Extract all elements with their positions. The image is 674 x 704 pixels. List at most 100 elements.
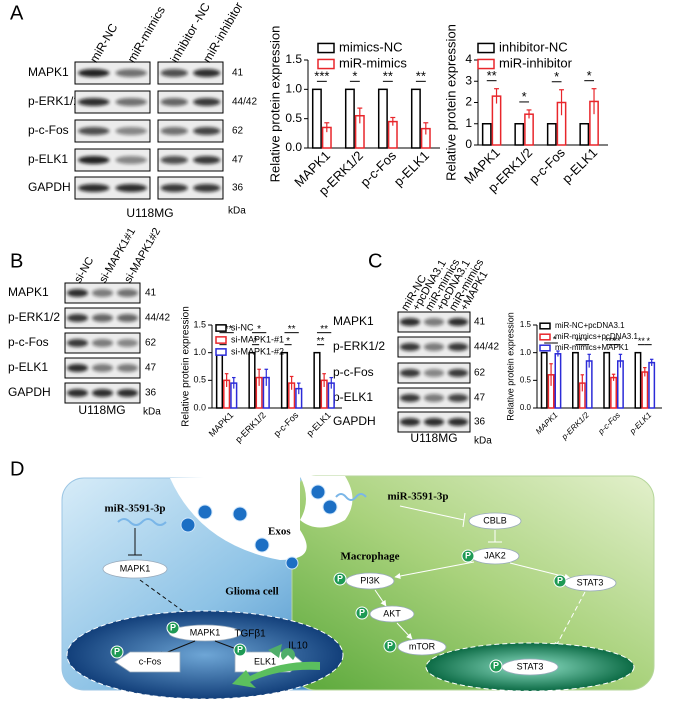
y-tick-label: 0: [465, 137, 472, 151]
y-tick-label: 1.5: [193, 319, 206, 329]
blot-row-label: p-ELK1: [333, 390, 373, 404]
blot-size-label: 36: [145, 388, 157, 399]
y-tick-label: 1.5: [520, 320, 532, 329]
y-tick-label: 3: [465, 73, 472, 87]
significance-label: **: [317, 336, 325, 347]
cytokine-label: IL10: [288, 641, 308, 652]
cytokine: [281, 648, 296, 660]
mirna-label: miR-3591-3p: [104, 503, 165, 515]
node-label: PI3K: [360, 575, 380, 585]
node: [114, 651, 181, 673]
significance-label: *: [587, 68, 592, 83]
node: [369, 605, 415, 623]
blot-band: [423, 343, 445, 351]
legend-label: si-MAPK1-#1: [231, 334, 284, 344]
significance-label: ***: [314, 69, 329, 84]
node: [397, 638, 447, 656]
y-tick-label: 1.0: [193, 347, 206, 357]
bar: [554, 353, 562, 409]
y-tick-label: 4: [465, 52, 472, 66]
blot-size-label: 44/42: [474, 342, 499, 353]
phospho-dot: P: [333, 572, 347, 586]
significance-label: *: [254, 336, 258, 347]
cytokine: [268, 644, 282, 658]
blot-box: [157, 90, 224, 114]
panel-label: D: [10, 458, 24, 480]
mirna-strand: [117, 518, 167, 526]
blot-cell-label: U118MG: [410, 431, 457, 445]
blot-band: [78, 69, 110, 77]
blot-box: [74, 90, 151, 114]
y-tick-label: 1: [465, 116, 472, 130]
x-tick-label: p-c-Fos: [272, 410, 301, 439]
macrophage-body: [291, 475, 655, 691]
legend-swatch: [539, 333, 551, 341]
bar: [540, 351, 548, 409]
significance-label: *: [584, 336, 588, 346]
blot-band: [92, 289, 113, 297]
arrow: [554, 591, 586, 649]
blot-size-label: 62: [474, 368, 486, 379]
blot-band: [399, 394, 421, 402]
blot-band: [115, 127, 147, 135]
significance-label: *: [257, 324, 261, 335]
significance-label: **: [575, 336, 583, 346]
x-tick-label: p-ELK1: [305, 410, 333, 438]
significance-label: **: [320, 324, 328, 335]
blot-row-label: p-c-Fos: [333, 365, 374, 379]
blot-row-label: MAPK1: [28, 65, 69, 79]
blot-band: [399, 369, 421, 377]
blot-band: [67, 314, 88, 322]
blot-band: [423, 318, 445, 326]
legend-swatch: [539, 322, 551, 330]
legend-label: miR-NC+pcDNA3.1: [555, 321, 625, 330]
blot-row-label: p-c-Fos: [28, 123, 69, 137]
significance-label: **: [288, 324, 296, 335]
x-tick-label: p-c-Fos: [357, 148, 399, 190]
exosomes: [180, 484, 338, 570]
blot-size-label: 47: [232, 155, 244, 166]
phospho-label: P: [359, 607, 365, 617]
blot-band: [160, 184, 188, 192]
blot-band: [78, 127, 110, 135]
blot-band: [117, 314, 138, 322]
bar: [648, 361, 656, 409]
blot-band: [78, 184, 110, 192]
significance-label: *: [286, 336, 290, 347]
blot-row-label: MAPK1: [8, 285, 49, 299]
phospho-label: P: [237, 644, 243, 654]
blot-band: [92, 314, 113, 322]
x-tick-label: p-ELK1: [559, 145, 600, 186]
arrow: [374, 589, 387, 607]
blot-band: [160, 69, 188, 77]
blot-box: [74, 61, 151, 85]
blot-size-label: 41: [145, 288, 157, 299]
blot-band: [193, 184, 221, 192]
phospho-dot: P: [355, 606, 369, 620]
blot-cell-label: U118MG: [78, 403, 125, 417]
blot-lane-label: miR-NC: [87, 21, 121, 65]
cytokine-label: TGFβ1: [234, 629, 266, 640]
significance-label: **: [613, 336, 621, 346]
bar: [215, 351, 224, 409]
node-label: JAK2: [484, 550, 506, 560]
blot-unit: kDa: [474, 436, 492, 447]
y-axis-label: Relative protein expression: [181, 306, 192, 427]
blot-band: [447, 318, 469, 326]
legend-label: mimics-NC: [339, 39, 403, 54]
x-tick-label: p-ERK1/2: [233, 410, 268, 445]
bar: [524, 113, 534, 146]
blot-box: [74, 119, 151, 143]
y-tick-label: 0.0: [193, 402, 206, 412]
inhibition: [462, 512, 466, 528]
blot-band: [115, 156, 147, 164]
y-tick-label: 0.0: [285, 140, 302, 154]
legend-label: miR-mimics+MAPK1: [555, 343, 629, 352]
blot-size-label: 47: [474, 393, 486, 404]
blot-row-label: GAPDH: [333, 414, 376, 428]
blot-band: [193, 127, 221, 135]
blot-band: [67, 339, 88, 347]
blot-band: [423, 369, 445, 377]
node-label: AKT: [383, 608, 401, 618]
